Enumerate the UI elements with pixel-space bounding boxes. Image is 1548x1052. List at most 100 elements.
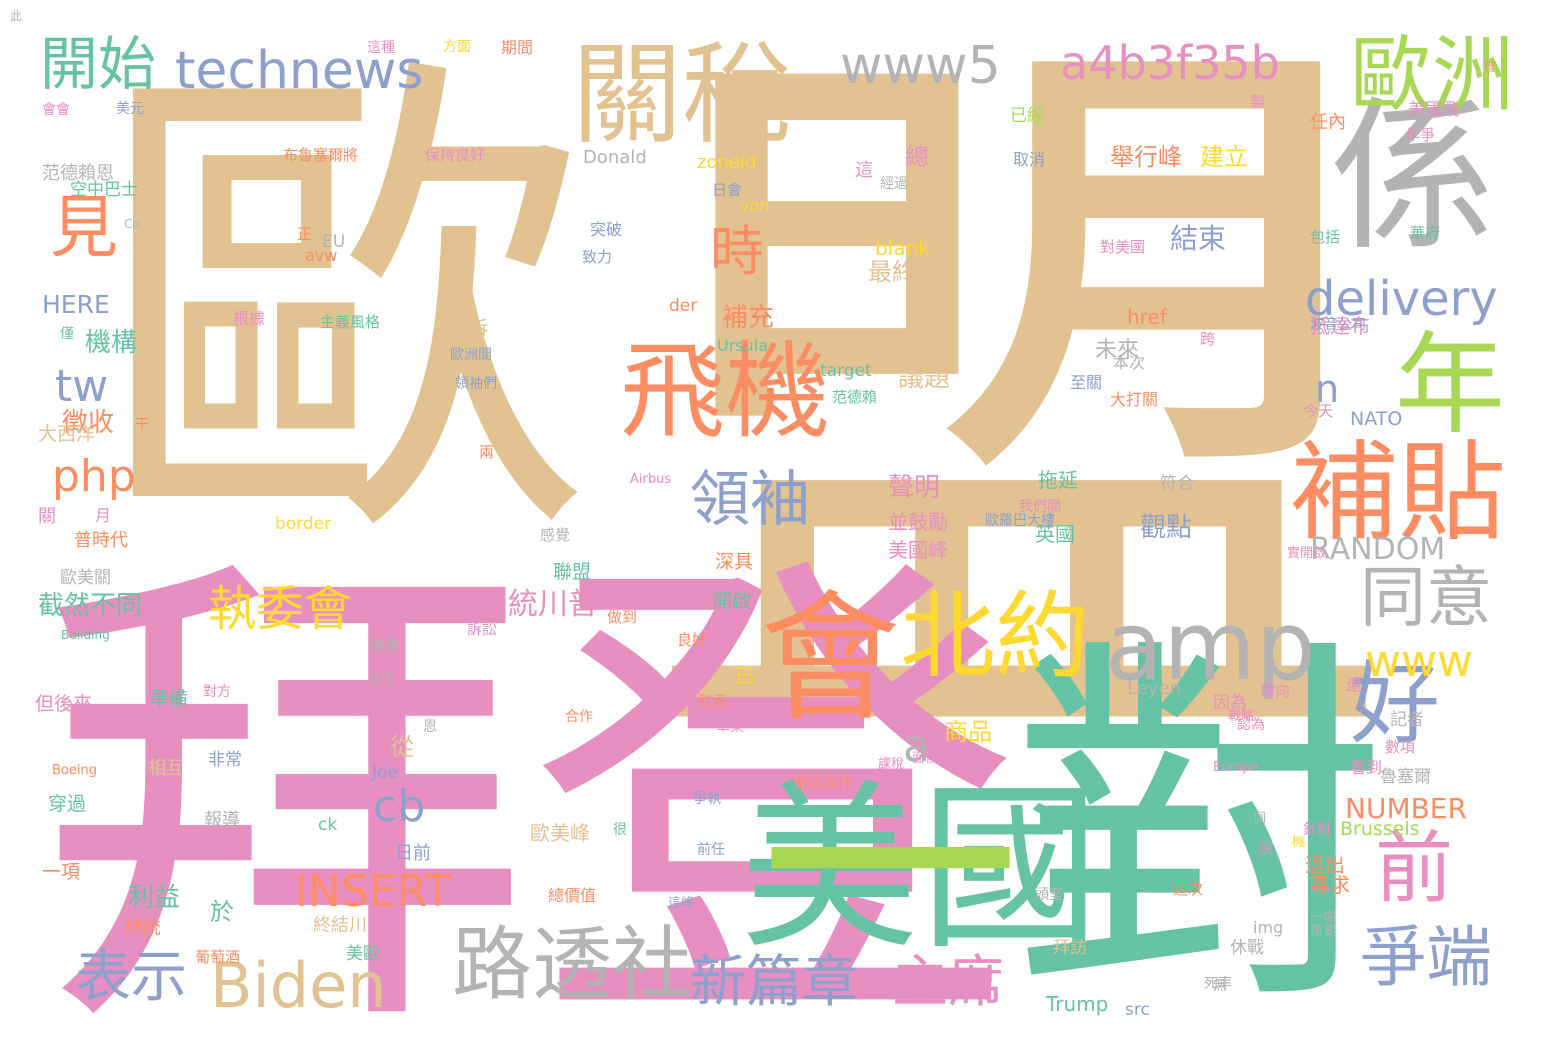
word-曾: 曾 xyxy=(1483,60,1497,75)
word-這: 這 xyxy=(855,160,873,181)
word-已經: 已經 xyxy=(1010,106,1044,126)
word-范德賴恩: 范德賴恩 xyxy=(42,163,114,184)
word-本次: 本次 xyxy=(1113,353,1146,372)
word-美國峰: 美國峰 xyxy=(888,538,948,562)
word-訴訟: 訴訟 xyxy=(467,620,498,638)
word-期間: 期間 xyxy=(501,38,534,57)
word-空中巴士: 空中巴士 xyxy=(70,180,138,200)
word-一: 一 xyxy=(760,719,1020,1021)
word-von: von xyxy=(740,196,770,215)
word-華府: 華府 xyxy=(1410,224,1441,242)
word-random: RANDOM xyxy=(1310,532,1446,567)
word-target: target xyxy=(820,361,872,381)
word-包括: 包括 xyxy=(1310,228,1341,246)
word-leyen: Leyen xyxy=(1127,678,1181,699)
word-截然不同: 截然不同 xyxy=(38,591,143,621)
word-至關: 至關 xyxy=(1070,373,1103,392)
word-最終: 最終 xyxy=(868,258,916,286)
word-blank: blank xyxy=(875,236,930,260)
word-北約: 北約 xyxy=(900,582,1091,692)
word-img: img xyxy=(1253,918,1284,937)
word-a: a xyxy=(903,721,930,772)
word-恩: 恩 xyxy=(423,719,437,735)
word-會會: 會會 xyxy=(42,102,70,118)
word-非常: 非常 xyxy=(208,750,242,770)
word-於: 於 xyxy=(210,898,234,926)
word-tw: tw xyxy=(55,361,109,412)
word-這峰: 這峰 xyxy=(668,896,695,911)
word-機構: 機構 xyxy=(85,328,138,358)
word-烈酒: 烈酒 xyxy=(698,694,726,710)
word-符合: 符合 xyxy=(1160,474,1194,494)
word-根據: 根據 xyxy=(233,309,266,328)
word-領袖們: 領袖們 xyxy=(455,376,497,392)
word-前: 前 xyxy=(1375,824,1454,914)
word-路透社: 路透社 xyxy=(452,918,692,1011)
word-觀點: 觀點 xyxy=(1140,513,1193,543)
word-biden: Biden xyxy=(210,949,387,1022)
word-donald: Donald xyxy=(583,147,647,168)
word-大打關: 大打關 xyxy=(1110,390,1159,409)
word-密切合作: 密切合作 xyxy=(793,774,854,792)
word-看到: 看到 xyxy=(1350,758,1383,777)
word-個: 個 xyxy=(1253,811,1267,826)
word-joe: Joe xyxy=(372,763,398,783)
word-美國: 美國 xyxy=(740,765,1101,974)
word-delivery: delivery xyxy=(1305,271,1498,327)
word-開啟: 開啟 xyxy=(713,590,752,612)
word-日前: 日前 xyxy=(395,843,431,864)
word-取消: 取消 xyxy=(1013,150,1046,169)
word-干: 干 xyxy=(135,417,149,433)
word-對: 對 xyxy=(1010,608,1390,1051)
word-僅: 僅 xyxy=(60,326,74,342)
word-穿過: 穿過 xyxy=(48,793,87,815)
word-聲明: 聲明 xyxy=(888,473,941,503)
word-致力: 致力 xyxy=(582,248,613,266)
word-休戰: 休戰 xyxy=(1230,938,1264,958)
word-對方: 對方 xyxy=(203,684,231,700)
word-新篇章: 新篇章 xyxy=(690,950,858,1015)
word-這次: 這次 xyxy=(1173,880,1204,898)
word-拖延: 拖延 xyxy=(1038,468,1078,492)
word-徵收: 徵收 xyxy=(62,408,115,438)
word-舉行峰: 舉行峰 xyxy=(1110,143,1182,171)
word-number: NUMBER xyxy=(1345,792,1467,825)
word-尋求: 尋求 xyxy=(1310,873,1350,897)
word-europe: Europe xyxy=(1213,760,1259,775)
word-布魯塞爾將: 布魯塞爾將 xyxy=(283,146,359,164)
word-死率: 死率 xyxy=(1204,976,1232,992)
word-但後來: 但後來 xyxy=(35,693,93,715)
word-告訴: 告訴 xyxy=(452,318,488,339)
word-記者: 記者 xyxy=(1390,710,1424,730)
word-此: 此 xyxy=(10,9,23,23)
word-一項: 一項 xyxy=(42,861,81,883)
word-從: 從 xyxy=(390,733,414,761)
word-兩: 兩 xyxy=(479,443,495,461)
word-抵達布: 抵達布 xyxy=(1310,314,1370,338)
word-歐美峰: 歐美峰 xyxy=(530,821,590,845)
word-補貼: 補貼 xyxy=(1290,431,1507,556)
word-草案: 草案 xyxy=(716,719,744,735)
word-主席: 主席 xyxy=(892,950,1004,1015)
word-戰略: 戰略 xyxy=(1228,709,1255,724)
word-波音公司: 波音公司 xyxy=(1310,317,1366,333)
word-爭執: 爭執 xyxy=(693,791,721,807)
word-表示: 表示 xyxy=(75,945,187,1010)
word-歐: 歐 xyxy=(95,19,595,601)
word-href: href xyxy=(1127,305,1167,329)
word-a4b3f35b: a4b3f35b xyxy=(1060,36,1280,90)
word-補充: 補充 xyxy=(722,303,775,333)
word-開始: 開始 xyxy=(40,30,157,98)
word-here: HERE xyxy=(42,290,110,319)
word-der: der xyxy=(669,296,698,316)
word-魯塞爾: 魯塞爾 xyxy=(1380,767,1431,787)
word-見: 見 xyxy=(50,189,119,268)
word-大西洋: 大西洋 xyxy=(38,423,96,445)
word-歐美關: 歐美關 xyxy=(60,568,111,588)
word-今天: 今天 xyxy=(1303,402,1334,420)
word-年爭: 年爭 xyxy=(1405,126,1436,144)
word-面後說: 面後說 xyxy=(912,751,952,766)
word-一場: 一場 xyxy=(1310,910,1337,925)
word-co: Co xyxy=(124,217,140,231)
word-airbus: Airbus xyxy=(630,472,672,487)
